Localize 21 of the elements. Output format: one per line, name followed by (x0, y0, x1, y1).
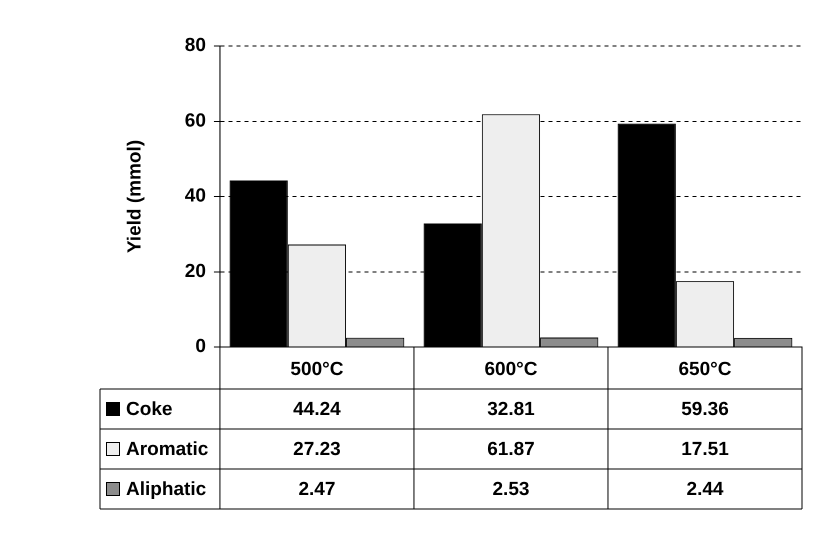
y-tick-label: 0 (195, 336, 206, 358)
y-tick-label: 60 (184, 110, 206, 132)
x-tick-label: 600°C (484, 359, 538, 380)
legend-label: Aliphatic (126, 479, 207, 500)
data-label: 61.87 (487, 439, 535, 460)
x-tick-label: 500°C (290, 359, 344, 380)
data-label: 2.44 (686, 479, 724, 500)
data-label: 2.53 (492, 479, 530, 500)
data-label: 17.51 (681, 439, 730, 460)
y-tick-label: 40 (184, 186, 206, 207)
y-tick-label: 20 (184, 260, 206, 282)
data-label: 59.36 (681, 399, 729, 420)
data-label: 32.81 (487, 399, 536, 420)
x-tick-label: 650°C (678, 359, 732, 380)
legend-label: Coke (126, 399, 172, 420)
legend-label: Aromatic (126, 439, 209, 460)
data-label: 2.47 (298, 479, 336, 500)
y-tick-label: 80 (184, 35, 206, 56)
data-label: 27.23 (293, 439, 341, 460)
data-label: 44.24 (293, 399, 342, 420)
y-axis-title: Yield (mmol) (124, 140, 146, 254)
